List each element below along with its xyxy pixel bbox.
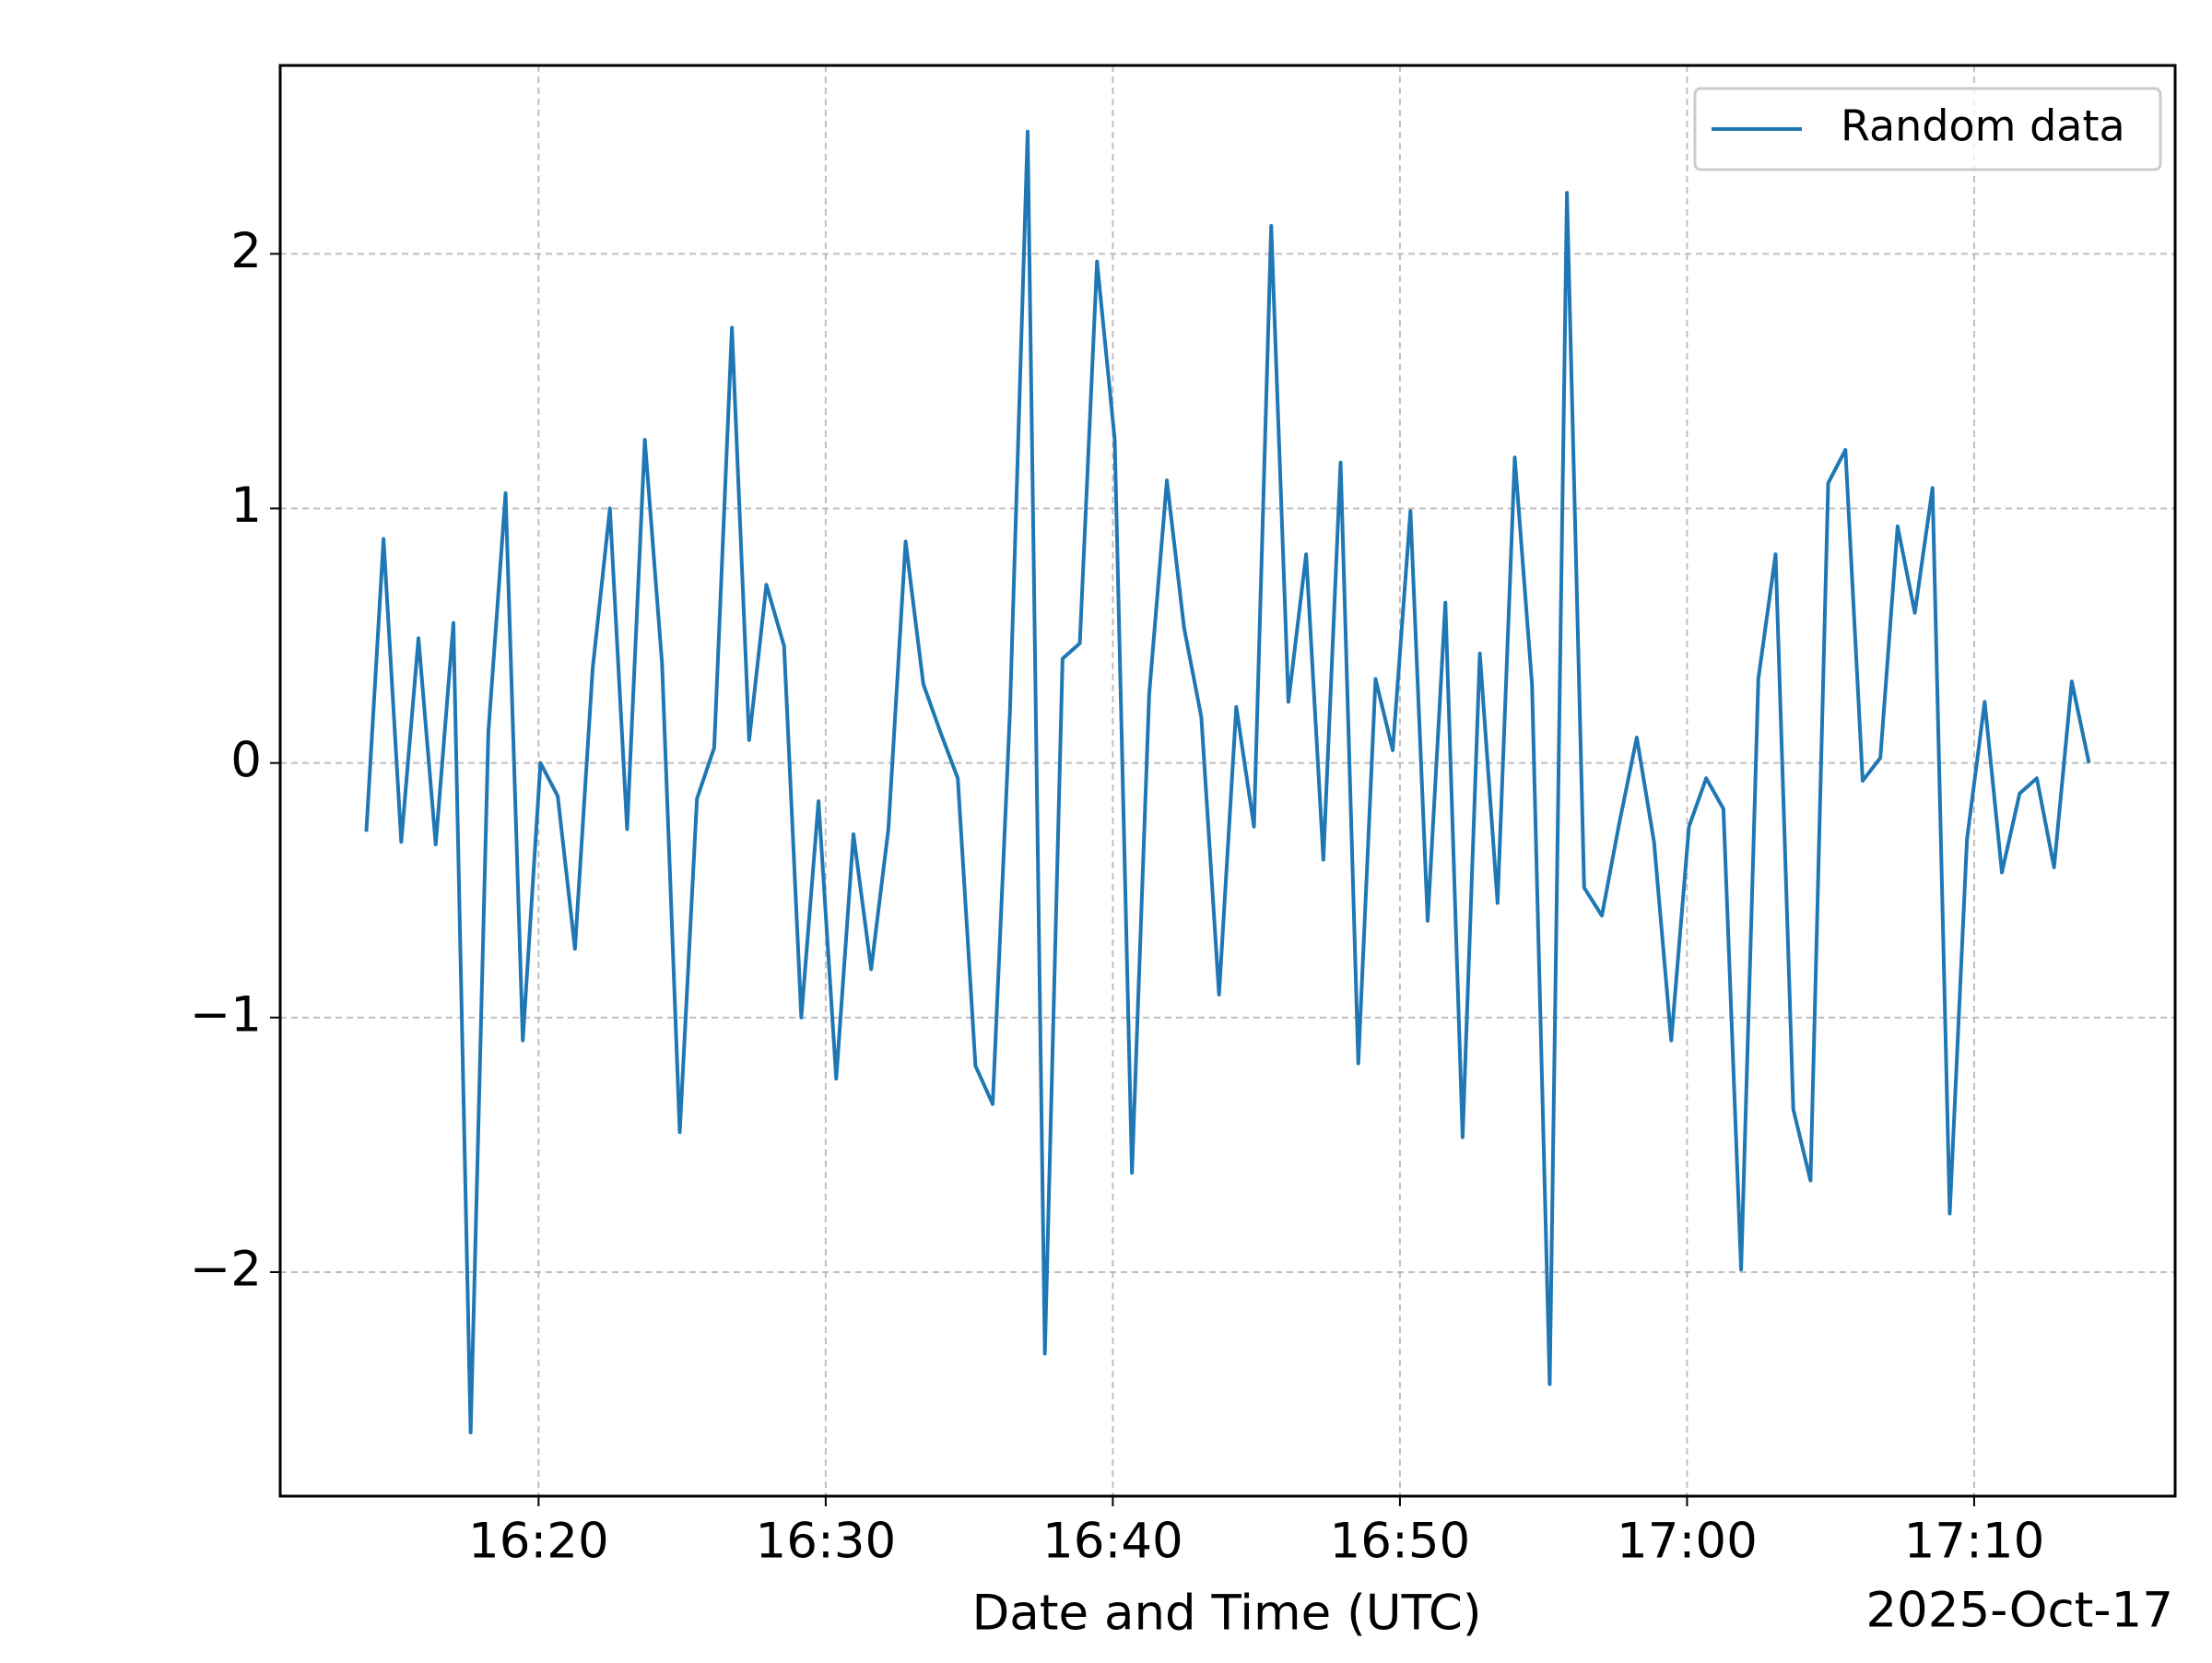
y-tick-label: 1: [230, 478, 262, 534]
x-axis-label: Date and Time (UTC): [971, 1586, 1481, 1642]
legend-label: Random data: [1841, 101, 2125, 151]
data-line: [364, 129, 2091, 1434]
y-tick-label: −2: [190, 1242, 262, 1298]
plot-frame: [278, 64, 2177, 1498]
x-tick-label: 16:40: [1042, 1514, 1183, 1570]
x-tick-label: 16:20: [468, 1514, 609, 1570]
x-tick-label: 17:10: [1904, 1514, 2045, 1570]
legend-box: [1693, 87, 2162, 171]
x-offset-label: 2025-Oct-17: [1865, 1583, 2173, 1639]
x-tick-label: 16:30: [756, 1514, 897, 1570]
y-tick-label: 0: [230, 732, 262, 788]
y-tick-label: 2: [230, 223, 262, 279]
y-tick-label: −1: [190, 986, 262, 1043]
x-tick-label: 17:00: [1617, 1514, 1758, 1570]
x-tick-label: 16:50: [1330, 1514, 1471, 1570]
